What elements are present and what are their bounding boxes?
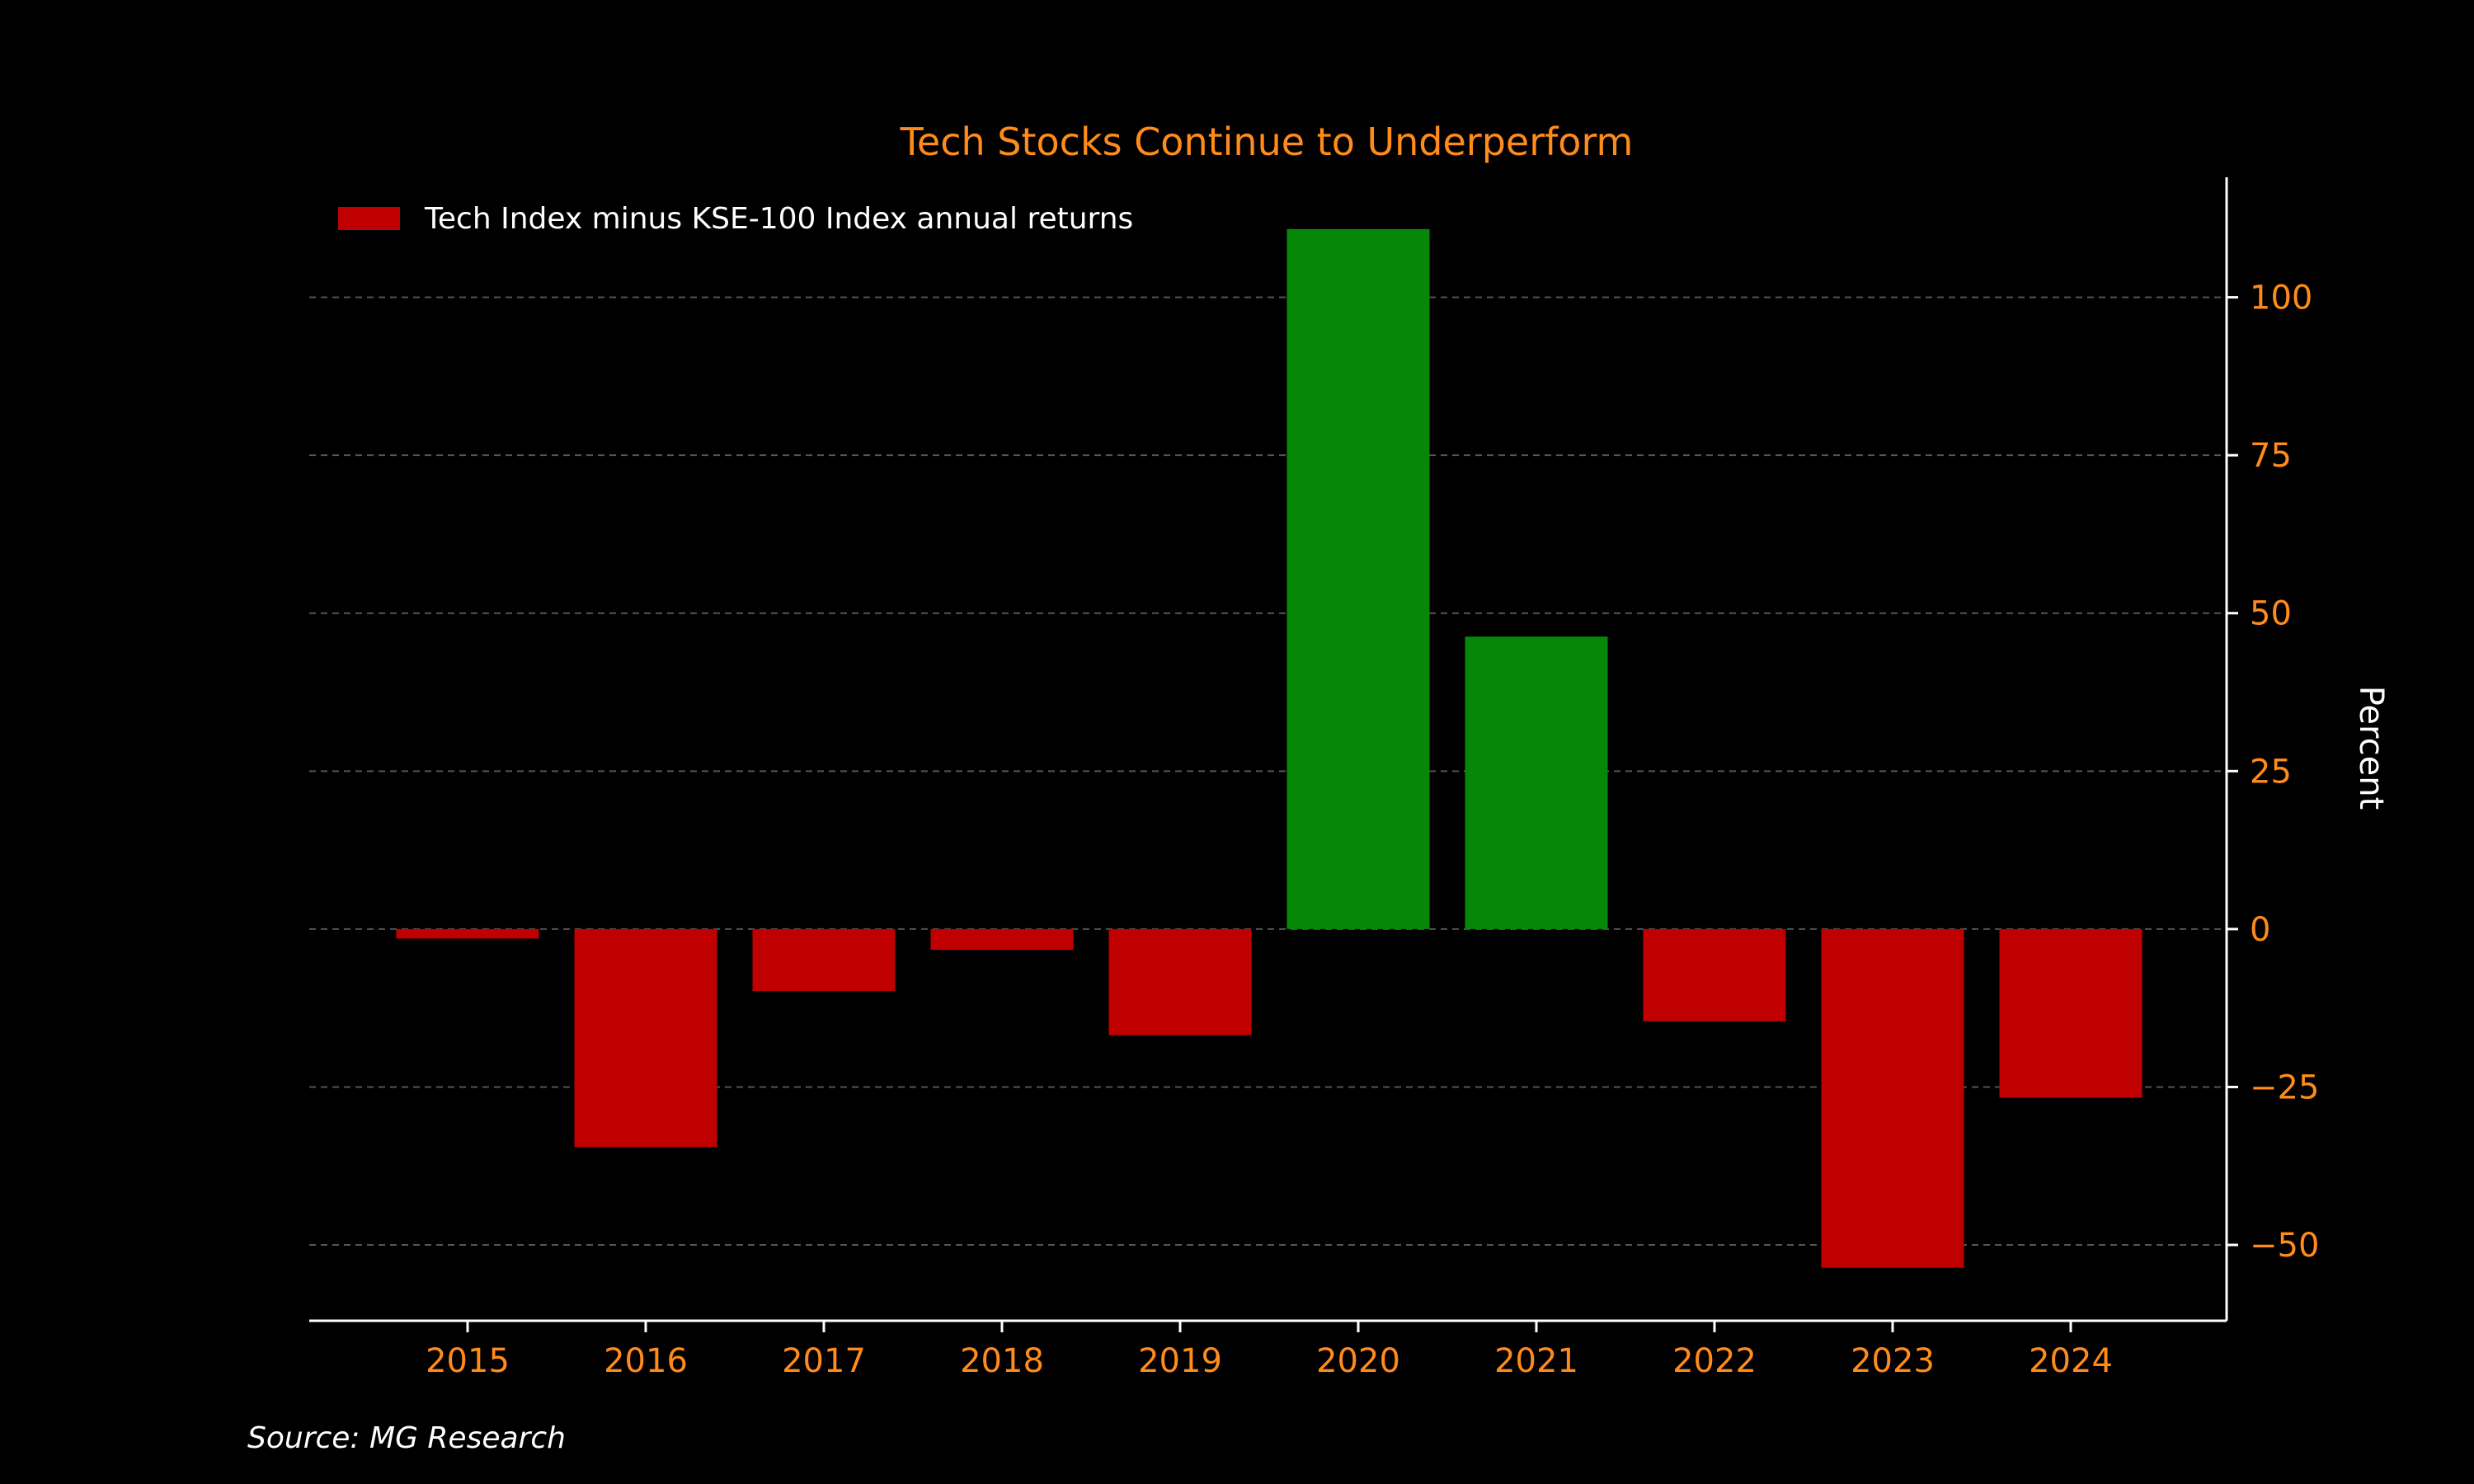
bar-2021 [1465, 636, 1608, 929]
bar-2022 [1643, 928, 1786, 1021]
legend: Tech Index minus KSE-100 Index annual re… [338, 202, 1133, 236]
chart-title: Tech Stocks Continue to Underperform [900, 120, 1634, 164]
x-tick-label-2024: 2024 [2029, 1342, 2113, 1380]
legend-swatch [338, 207, 400, 230]
y-tick-label-6: 100 [2250, 279, 2312, 317]
y-tick-label-5: 75 [2250, 437, 2292, 475]
y-tick-label-1: −25 [2250, 1068, 2319, 1106]
x-tick-label-2018: 2018 [960, 1342, 1044, 1380]
x-tick-label-2020: 2020 [1316, 1342, 1400, 1380]
bar-2023 [1821, 928, 1964, 1268]
x-tick-label-2015: 2015 [426, 1342, 510, 1380]
y-axis-label: Percent [2352, 686, 2390, 810]
bars [396, 228, 2142, 1268]
y-tick-label-2: 0 [2250, 911, 2270, 949]
x-tick-label-2017: 2017 [782, 1342, 866, 1380]
bar-2019 [1108, 928, 1252, 1036]
y-axis-ticks: −50 −25 0 25 50 75 100 [2227, 279, 2319, 1265]
bar-2016 [574, 928, 717, 1148]
x-tick-label-2019: 2019 [1138, 1342, 1222, 1380]
x-axis-ticks: 2015 2016 2017 2018 2019 2020 2021 2022 2023 2024 [426, 1321, 2113, 1380]
x-tick-label-2022: 2022 [1672, 1342, 1757, 1380]
bar-2017 [752, 928, 896, 991]
y-tick-label-4: 50 [2250, 595, 2292, 633]
legend-label: Tech Index minus KSE-100 Index annual re… [424, 202, 1133, 236]
x-tick-label-2023: 2023 [1851, 1342, 1935, 1380]
bar-2020 [1286, 228, 1430, 929]
axes [309, 177, 2228, 1322]
y-tick-label-3: 25 [2250, 753, 2292, 791]
x-tick-label-2016: 2016 [604, 1342, 688, 1380]
x-tick-label-2021: 2021 [1494, 1342, 1578, 1380]
bar-2015 [396, 928, 539, 939]
bar-2024 [1999, 928, 2142, 1098]
source-note: Source: MG Research [247, 1421, 566, 1455]
y-tick-label-0: −50 [2250, 1227, 2319, 1265]
bar-2018 [930, 928, 1074, 951]
